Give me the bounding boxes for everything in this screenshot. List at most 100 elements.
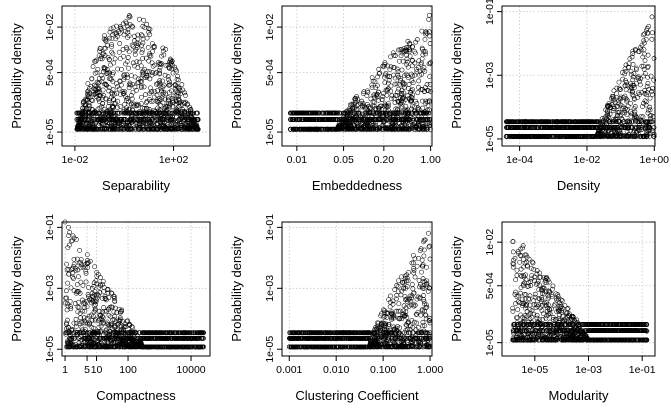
data-point (183, 102, 187, 106)
x-tick-label: 1e-02 (61, 154, 88, 166)
data-point (137, 17, 141, 21)
data-point (631, 78, 635, 82)
x-tick-label: 1.00 (420, 154, 441, 166)
data-point (415, 70, 419, 74)
x-axis-title: Separability (102, 178, 170, 193)
data-point (126, 55, 130, 59)
y-axis-title: Probability density (449, 23, 464, 129)
x-tick-label: 1e-02 (574, 154, 601, 166)
x-tick-label: 0.20 (374, 154, 395, 166)
data-point (125, 76, 129, 80)
data-point (131, 44, 135, 48)
data-point (648, 96, 652, 100)
x-tick-label: 0.05 (333, 154, 354, 166)
data-point (386, 101, 390, 105)
y-tick-label: 1e-05 (44, 118, 56, 145)
y-tick-label: 1e-05 (484, 125, 496, 152)
x-tick-label: 1e-04 (506, 154, 533, 166)
data-point (167, 77, 171, 81)
data-point (130, 43, 134, 47)
data-point (140, 48, 144, 52)
data-point (624, 69, 628, 73)
data-point (97, 49, 101, 53)
data-point (642, 67, 646, 71)
data-point (145, 22, 149, 26)
data-point (125, 47, 129, 51)
y-axis-title: Probability density (229, 23, 244, 129)
data-point (416, 85, 420, 89)
data-point (139, 95, 143, 99)
data-point (66, 281, 70, 285)
data-point (650, 15, 654, 19)
data-point (428, 74, 432, 78)
data-point (642, 39, 646, 43)
data-point (180, 82, 184, 86)
x-tick-label: 1e+02 (159, 154, 189, 166)
data-point (400, 68, 404, 72)
data-point (396, 70, 400, 74)
x-tick-label: 1e+00 (640, 154, 670, 166)
y-tick-label: 1e-01 (484, 0, 496, 25)
data-point (423, 37, 427, 41)
data-point (642, 47, 646, 51)
data-point (427, 17, 431, 21)
data-point (413, 61, 417, 65)
data-point (629, 69, 633, 73)
y-axis-title: Probability density (9, 23, 24, 129)
y-tick-label: 5e-04 (44, 59, 56, 86)
y-tick-label: 1e-03 (484, 62, 496, 89)
data-point (64, 289, 68, 293)
data-point (416, 91, 420, 95)
data-point (113, 57, 117, 61)
data-point (145, 36, 149, 40)
data-point (646, 81, 650, 85)
data-point (422, 65, 426, 69)
data-point (624, 88, 628, 92)
data-point (144, 101, 148, 105)
data-point (117, 50, 121, 54)
y-tick-label: 1e-02 (264, 13, 276, 40)
data-point (631, 62, 635, 66)
data-point (141, 18, 145, 22)
data-point (410, 64, 414, 68)
data-point (389, 89, 393, 93)
data-point (427, 13, 431, 17)
data-point (115, 105, 119, 109)
data-point (91, 64, 95, 68)
x-axis-title: Embeddedness (312, 178, 403, 193)
data-point (650, 89, 654, 93)
data-point (75, 257, 79, 261)
data-point (641, 33, 645, 37)
x-tick-label: 0.01 (287, 154, 308, 166)
data-point (66, 272, 70, 276)
data-point (115, 91, 119, 95)
data-point (155, 89, 159, 93)
data-point (122, 33, 126, 37)
scatter-points (504, 15, 656, 139)
data-point (420, 57, 424, 61)
data-point (381, 95, 385, 99)
data-point (171, 71, 175, 75)
data-point (76, 310, 80, 314)
data-point (127, 50, 131, 54)
data-point (147, 59, 151, 63)
data-point (86, 285, 90, 289)
data-point (118, 56, 122, 60)
data-point (142, 85, 146, 89)
data-point (644, 37, 648, 41)
data-point (137, 60, 141, 64)
data-point (118, 104, 122, 108)
data-point (417, 79, 421, 83)
data-point (84, 280, 88, 284)
data-point (650, 31, 654, 35)
data-point (115, 34, 119, 38)
data-point (114, 24, 118, 28)
data-point (614, 91, 618, 95)
y-tick-label: 5e-04 (264, 59, 276, 86)
data-point (110, 72, 114, 76)
data-point (399, 54, 403, 58)
y-tick-label: 1e-05 (264, 118, 276, 145)
